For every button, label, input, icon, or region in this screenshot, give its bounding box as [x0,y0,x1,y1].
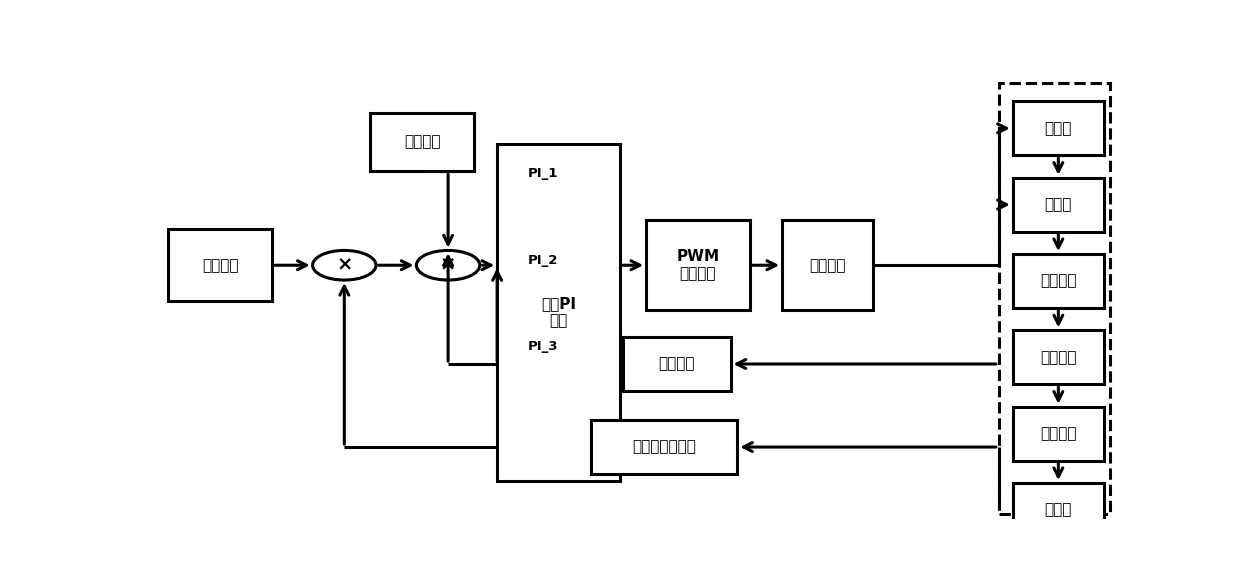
Text: 永磁机: 永磁机 [1044,121,1073,136]
Bar [622,337,730,391]
Text: 数字PI
调节: 数字PI 调节 [541,296,577,329]
Circle shape [312,251,376,280]
Text: 参考电压: 参考电压 [202,258,238,273]
Text: 励磁机: 励磁机 [1044,197,1073,212]
Text: ×: × [440,256,456,275]
Bar [782,220,873,310]
Bar [1013,483,1104,537]
Bar [998,83,1110,514]
Text: PI_3: PI_3 [528,339,558,353]
Bar [1013,254,1104,308]
Bar [1013,331,1104,384]
Text: 调压点电压反馈: 调压点电压反馈 [632,440,697,455]
Bar [1013,178,1104,231]
Bar [646,220,750,310]
Text: 旋转整流: 旋转整流 [1040,273,1076,289]
Bar [371,113,474,171]
Bar [497,144,620,481]
Text: 转速反馈: 转速反馈 [658,356,696,371]
Text: 参考转速: 参考转速 [404,134,440,149]
Text: 汇流条: 汇流条 [1044,503,1073,517]
Text: PWM
信号生成: PWM 信号生成 [676,249,719,282]
Bar [1013,407,1104,461]
Text: PI_2: PI_2 [528,254,558,267]
Bar [591,420,738,474]
Bar [169,229,273,301]
Circle shape [417,251,480,280]
Text: 功率模块: 功率模块 [810,258,846,273]
Text: ×: × [336,256,352,275]
Bar [1013,101,1104,155]
Text: 输出整流: 输出整流 [1040,426,1076,441]
Text: PI_1: PI_1 [528,167,558,180]
Text: 主发电机: 主发电机 [1040,350,1076,365]
